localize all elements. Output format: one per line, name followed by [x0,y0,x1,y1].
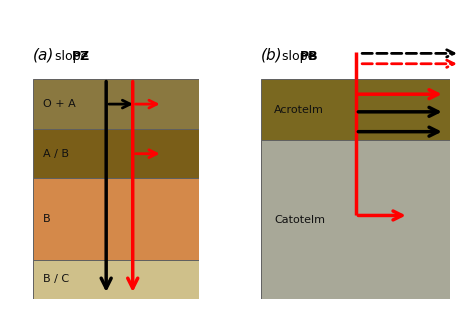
Bar [33,178,199,260]
Text: Catotelm: Catotelm [274,215,325,225]
Text: A / B: A / B [43,149,69,159]
Bar [33,260,199,299]
Bar [261,79,450,140]
Text: O + A: O + A [43,99,76,109]
Bar [261,140,450,299]
Text: Acrotelm: Acrotelm [274,105,324,115]
Text: (a): (a) [33,48,55,63]
Text: PZ: PZ [72,50,91,63]
Text: slope: slope [55,50,92,63]
Bar [33,79,199,129]
Text: slope: slope [282,50,319,63]
Text: (b): (b) [261,48,283,63]
Text: B / C: B / C [43,274,69,284]
Text: B: B [43,214,51,224]
Bar [33,129,199,178]
Text: PB: PB [300,50,318,63]
